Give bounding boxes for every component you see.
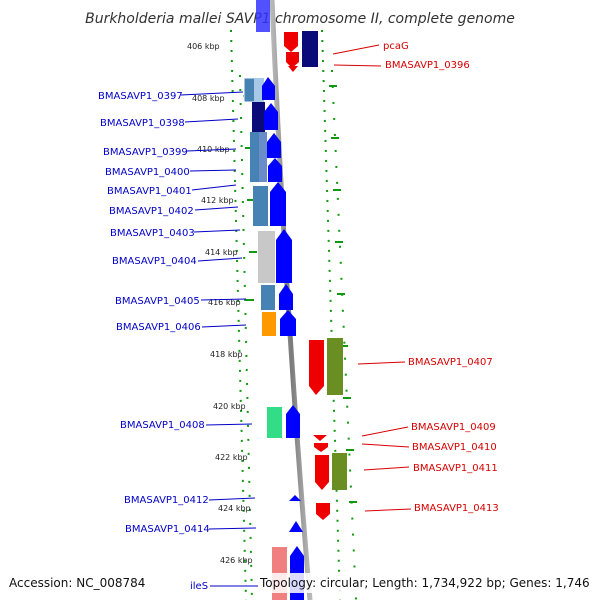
gene-arrow-top[interactable] <box>256 0 270 32</box>
gene-label-0407[interactable]: BMASAVP1_0407 <box>408 357 493 368</box>
gene-arrow-0411[interactable] <box>315 455 329 490</box>
gene-box-0399[interactable] <box>250 132 260 182</box>
gene-box-0406[interactable] <box>262 312 276 336</box>
gene-box-0398[interactable] <box>252 102 265 132</box>
gene-label-0406[interactable]: BMASAVP1_0406 <box>116 322 201 333</box>
gene-arrow-0413[interactable] <box>316 503 330 520</box>
gene-label-0414[interactable]: BMASAVP1_0414 <box>125 524 210 535</box>
gene-arrow-0409[interactable] <box>313 435 327 441</box>
gene-label-0409[interactable]: BMASAVP1_0409 <box>411 422 496 433</box>
gene-label-ileS[interactable]: ileS <box>190 581 208 592</box>
gene-arrow-pcaG-b[interactable] <box>286 52 299 68</box>
gene-label-0396[interactable]: BMASAVP1_0396 <box>385 60 470 71</box>
map-title: Burkholderia mallei SAVP1 chromosome II,… <box>85 11 515 27</box>
gene-label-0405[interactable]: BMASAVP1_0405 <box>115 296 200 307</box>
tick-408-kbp: 408 kbp <box>192 94 225 103</box>
gene-box-0411[interactable] <box>332 453 347 490</box>
gene-label-0413[interactable]: BMASAVP1_0413 <box>414 503 499 514</box>
tick-414-kbp: 414 kbp <box>205 248 238 257</box>
gene-arrow-0408[interactable] <box>286 405 300 438</box>
gene-box-0400[interactable] <box>259 132 267 182</box>
gene-label-0401[interactable]: BMASAVP1_0401 <box>107 186 192 197</box>
gene-arrow-0410[interactable] <box>314 443 328 452</box>
gene-box-0402[interactable] <box>253 186 268 226</box>
accession-text: Accession: NC_008784 <box>9 576 145 590</box>
gene-box-0408[interactable] <box>267 407 282 438</box>
tick-424-kbp: 424 kbp <box>218 504 251 513</box>
gene-label-0411[interactable]: BMASAVP1_0411 <box>413 463 498 474</box>
gene-arrow-0398[interactable] <box>264 103 278 130</box>
tick-422-kbp: 422 kbp <box>215 453 248 462</box>
gene-label-0400[interactable]: BMASAVP1_0400 <box>105 167 190 178</box>
gene-arrow-pcaG[interactable] <box>284 32 298 52</box>
tick-412-kbp: 412 kbp <box>201 196 234 205</box>
cog-track <box>243 77 287 600</box>
tick-418-kbp: 418 kbp <box>210 350 243 359</box>
leader-lines <box>180 44 412 587</box>
gene-label-0412[interactable]: BMASAVP1_0412 <box>124 495 209 506</box>
gene-box-0403[interactable] <box>258 231 275 283</box>
gene-arrow-0405[interactable] <box>279 284 293 310</box>
gene-label-0402[interactable]: BMASAVP1_0402 <box>109 206 194 217</box>
right-gene-labels: pcaG BMASAVP1_0396 BMASAVP1_0407 BMASAVP… <box>383 41 499 514</box>
gene-box-0397-b[interactable] <box>254 78 264 102</box>
gene-label-0399[interactable]: BMASAVP1_0399 <box>103 147 188 158</box>
gene-arrow-0400[interactable] <box>268 158 282 182</box>
gene-label-pcaG[interactable]: pcaG <box>383 41 409 52</box>
gene-label-0410[interactable]: BMASAVP1_0410 <box>412 442 497 453</box>
gene-box-0396[interactable] <box>302 31 318 67</box>
gene-label-0404[interactable]: BMASAVP1_0404 <box>112 256 197 267</box>
gene-label-0397[interactable]: BMASAVP1_0397 <box>98 91 183 102</box>
gene-label-0403[interactable]: BMASAVP1_0403 <box>110 228 195 239</box>
tick-406-kbp: 406 kbp <box>187 42 220 51</box>
reverse-strand-genes <box>284 31 347 520</box>
gene-arrow-0412[interactable] <box>289 495 301 501</box>
dotted-ring-right-outer <box>331 69 357 601</box>
tick-416-kbp: 416 kbp <box>208 298 241 307</box>
tick-426-kbp: 426 kbp <box>220 556 253 565</box>
gene-arrow-0404[interactable] <box>276 229 292 283</box>
tick-420-kbp: 420 kbp <box>213 402 246 411</box>
gene-arrow-pcaG-c[interactable] <box>288 66 298 72</box>
forward-strand-genes <box>256 0 304 600</box>
left-gene-labels: BMASAVP1_0397 BMASAVP1_0398 BMASAVP1_039… <box>98 91 210 592</box>
topology-text: Topology: circular; Length: 1,734,922 bp… <box>259 576 590 590</box>
gene-arrow-0414[interactable] <box>289 521 303 532</box>
gene-arrow-0401[interactable] <box>270 182 286 226</box>
gene-box-0405[interactable] <box>261 285 275 310</box>
dotted-ring-left-outer <box>230 29 247 601</box>
gene-arrow-0397[interactable] <box>262 77 275 100</box>
footer-background <box>258 573 598 593</box>
gene-arrow-0406[interactable] <box>280 310 296 336</box>
gene-arrow-0407[interactable] <box>309 340 324 395</box>
gene-label-0408[interactable]: BMASAVP1_0408 <box>120 420 205 431</box>
gene-arrow-0399[interactable] <box>267 133 281 158</box>
gene-box-0407[interactable] <box>327 338 343 395</box>
gene-label-0398[interactable]: BMASAVP1_0398 <box>100 118 185 129</box>
